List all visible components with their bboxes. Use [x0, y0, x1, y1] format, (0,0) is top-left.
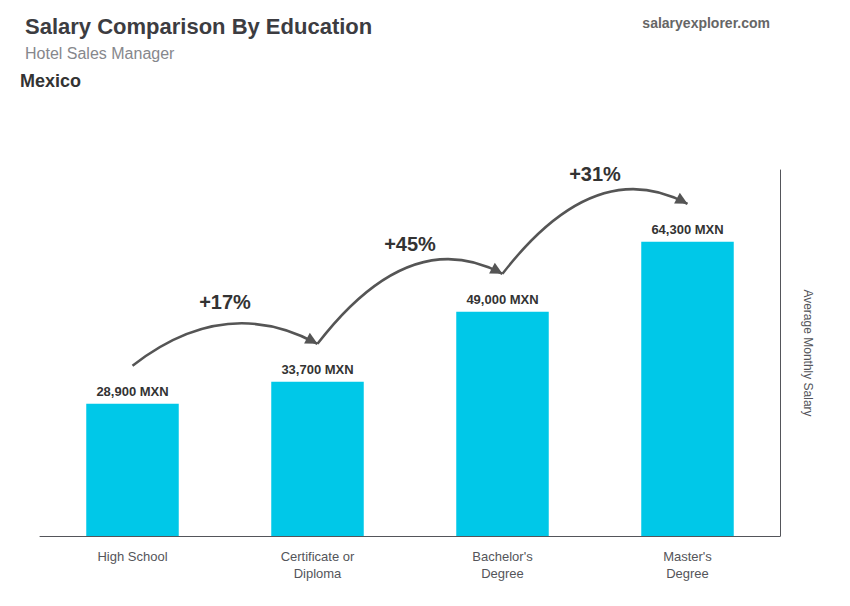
- svg-text:Master's: Master's: [663, 549, 712, 564]
- svg-text:+17%: +17%: [199, 291, 251, 313]
- svg-text:28,900 MXN: 28,900 MXN: [96, 384, 168, 399]
- svg-text:33,700 MXN: 33,700 MXN: [281, 362, 353, 377]
- svg-text:Bachelor's: Bachelor's: [472, 549, 533, 564]
- svg-text:+31%: +31%: [569, 163, 621, 185]
- svg-text:Average Monthly Salary: Average Monthly Salary: [801, 289, 815, 416]
- svg-text:Diploma: Diploma: [294, 566, 342, 581]
- svg-text:Mexico: Mexico: [20, 71, 81, 91]
- svg-text:High School: High School: [97, 549, 167, 564]
- svg-text:Degree: Degree: [481, 566, 524, 581]
- svg-text:Degree: Degree: [666, 566, 709, 581]
- svg-text:Salary Comparison By Education: Salary Comparison By Education: [25, 14, 372, 39]
- svg-text:49,000 MXN: 49,000 MXN: [466, 292, 538, 307]
- svg-text:Hotel Sales Manager: Hotel Sales Manager: [25, 45, 175, 62]
- svg-text:64,300 MXN: 64,300 MXN: [651, 222, 723, 237]
- svg-text:salaryexplorer.com: salaryexplorer.com: [642, 15, 770, 31]
- svg-text:Certificate or: Certificate or: [281, 549, 355, 564]
- svg-text:+45%: +45%: [384, 233, 436, 255]
